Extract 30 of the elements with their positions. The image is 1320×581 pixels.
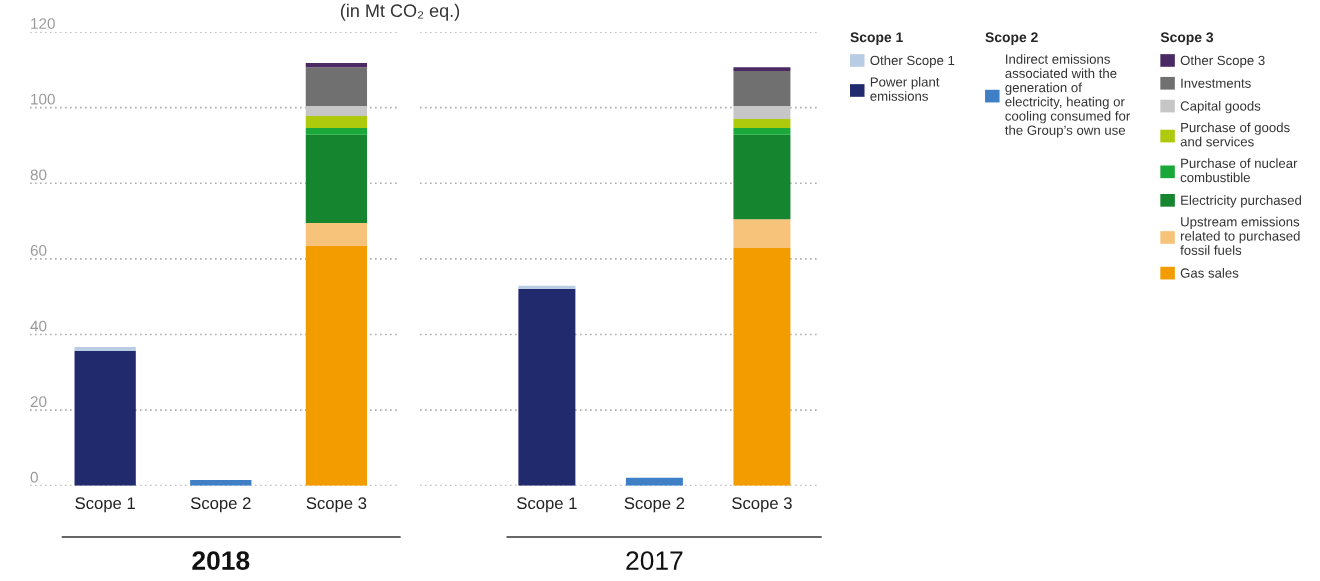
legend-label: Electricity purchased xyxy=(1181,195,1302,208)
y-tick-label: 20 xyxy=(30,396,47,408)
y-tick-label: 60 xyxy=(30,245,47,256)
text: 2017 xyxy=(626,551,683,570)
text: 2018 xyxy=(192,551,250,570)
legend-label: Other Scope 1 xyxy=(870,55,955,68)
legend-label: Purchase of nuclear combustible xyxy=(1180,158,1298,183)
x-tick-label: Scope 2 xyxy=(624,497,685,513)
x-tick-label: Scope 1 xyxy=(75,497,135,513)
category-label: Scope 2 xyxy=(985,32,1038,45)
y-tick-label: 80 xyxy=(30,169,47,181)
y-tick-label: 0 xyxy=(30,471,38,483)
legend-label: Indirect emissions associated with the generation of electricity, heating or cooling consumed for the Group’s own use xyxy=(1005,54,1131,138)
legend-label: Investments xyxy=(1181,78,1251,88)
legend-label: Purchase of goods and services xyxy=(1180,122,1290,147)
legend-label: Power plant emissions xyxy=(870,76,940,101)
y-tick-label: 120 xyxy=(31,18,55,29)
x-tick-label: Scope 2 xyxy=(190,497,251,513)
x-tick-label: Scope 1 xyxy=(517,497,577,513)
x-tick-label: Scope 3 xyxy=(306,497,367,513)
legend-label: Capital goods xyxy=(1180,100,1261,114)
category-label: Scope 3 xyxy=(1160,32,1214,45)
y-axis-title: (in Mt CO₂ eq.) xyxy=(340,3,460,21)
y-tick-label: 40 xyxy=(30,320,47,332)
legend-label: Other Scope 3 xyxy=(1180,55,1265,68)
category-label: Scope 1 xyxy=(850,32,903,45)
legend-label: Upstream emissions related to purchased fossil fuels xyxy=(1180,216,1300,255)
x-tick-label: Scope 3 xyxy=(732,497,792,513)
y-tick-label: 100 xyxy=(31,93,55,105)
legend-label: Gas sales xyxy=(1180,268,1239,278)
